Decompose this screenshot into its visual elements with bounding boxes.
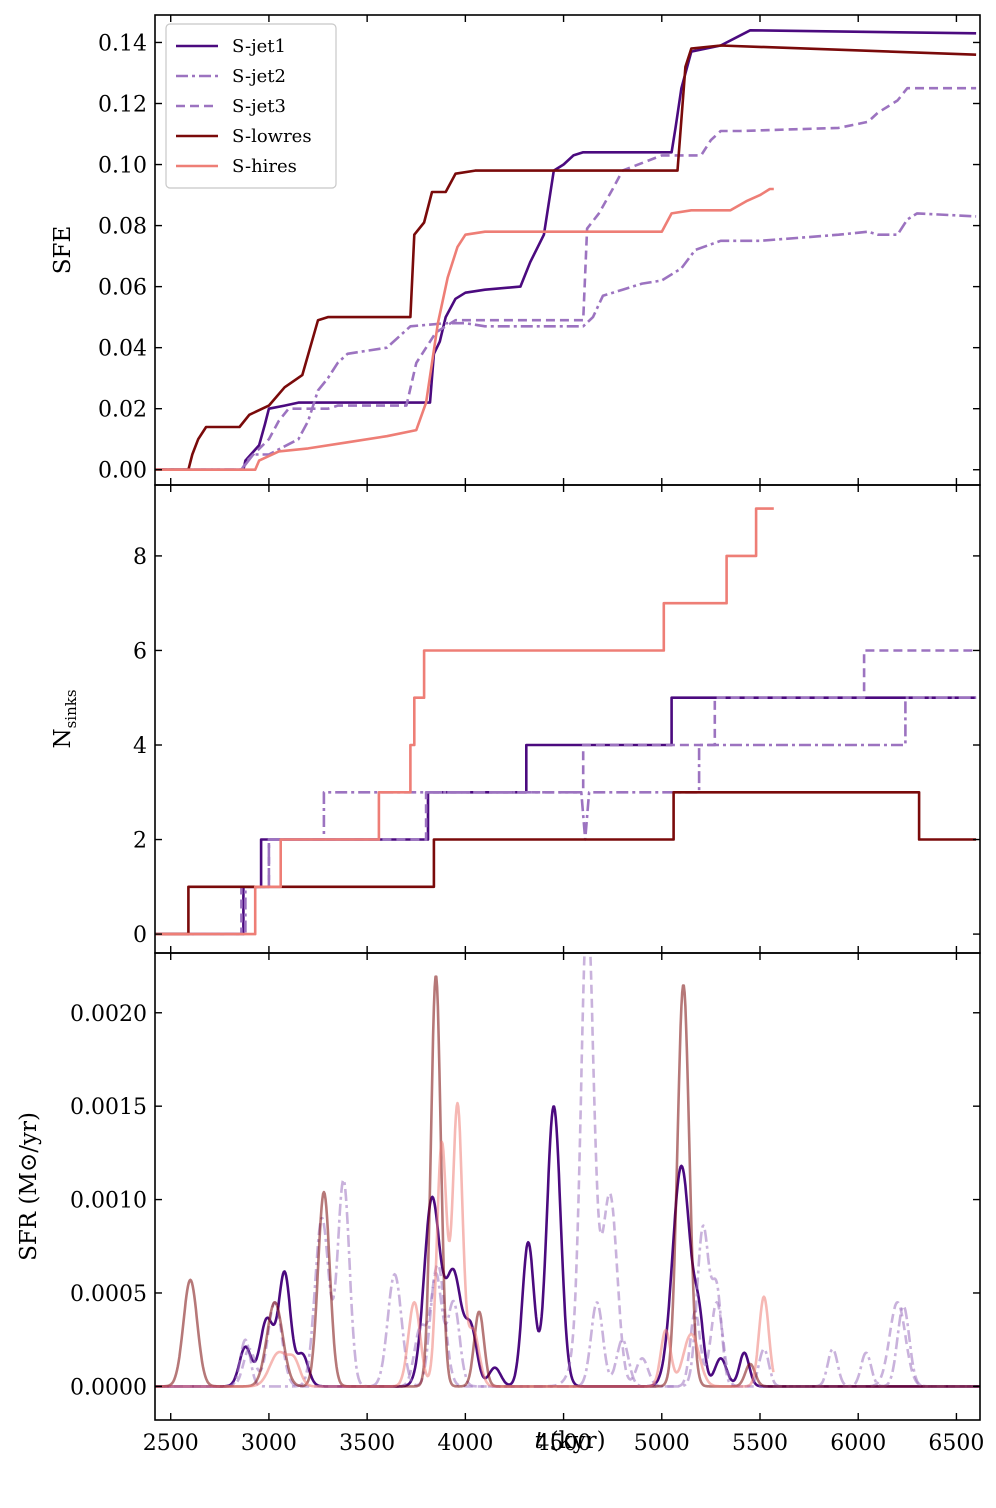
y-tick-label: 0.04 [98,337,147,362]
y-tick-label: 0.12 [98,93,147,118]
legend-label: S-hires [232,156,297,177]
figure-background [0,0,996,1508]
legend-label: S-jet3 [232,96,286,117]
y-tick-label: 0.10 [98,154,147,179]
y-tick-label: 0.0000 [70,1375,147,1400]
legend-label: S-jet1 [232,36,286,57]
y-tick-label: 0.08 [98,215,147,240]
x-tick-label: 3000 [241,1431,297,1456]
y-tick-label: 0.06 [98,276,147,301]
x-tick-label: 5000 [634,1431,690,1456]
x-tick-label: 5500 [732,1431,788,1456]
legend-label: S-lowres [232,126,312,147]
y-tick-label: 0.00 [98,459,147,484]
y-tick-label: 0.14 [98,31,147,56]
figure: 0.00 0.02 0.04 0.06 0.08 0.10 0.12 0.14 SFE S-jet… [0,0,996,1508]
y-tick-label: 2 [133,829,147,854]
y-tick-label: 0.0005 [70,1282,147,1307]
legend: S-jet1 S-jet2 S-jet3 S-lowres S-hires [166,24,336,188]
x-tick-label: 6500 [928,1431,984,1456]
y-tick-label: 8 [133,545,147,570]
legend-label: S-jet2 [232,66,286,87]
x-tick-label: 4000 [437,1431,493,1456]
y-tick-label: 0.0020 [70,1002,147,1027]
y-tick-label: 0.0015 [70,1095,147,1120]
y-tick-label: 4 [133,734,147,759]
y-tick-label: 6 [133,639,147,664]
y-tick-label: 0 [133,923,147,948]
y-axis-label: SFR (M⊙/yr) [16,1112,42,1261]
x-tick-label: 3500 [339,1431,395,1456]
x-tick-label: 6000 [830,1431,886,1456]
x-tick-label: 2500 [143,1431,199,1456]
y-tick-label: 0.02 [98,398,147,423]
y-tick-label: 0.0010 [70,1189,147,1214]
y-axis-label: SFE [50,226,76,275]
